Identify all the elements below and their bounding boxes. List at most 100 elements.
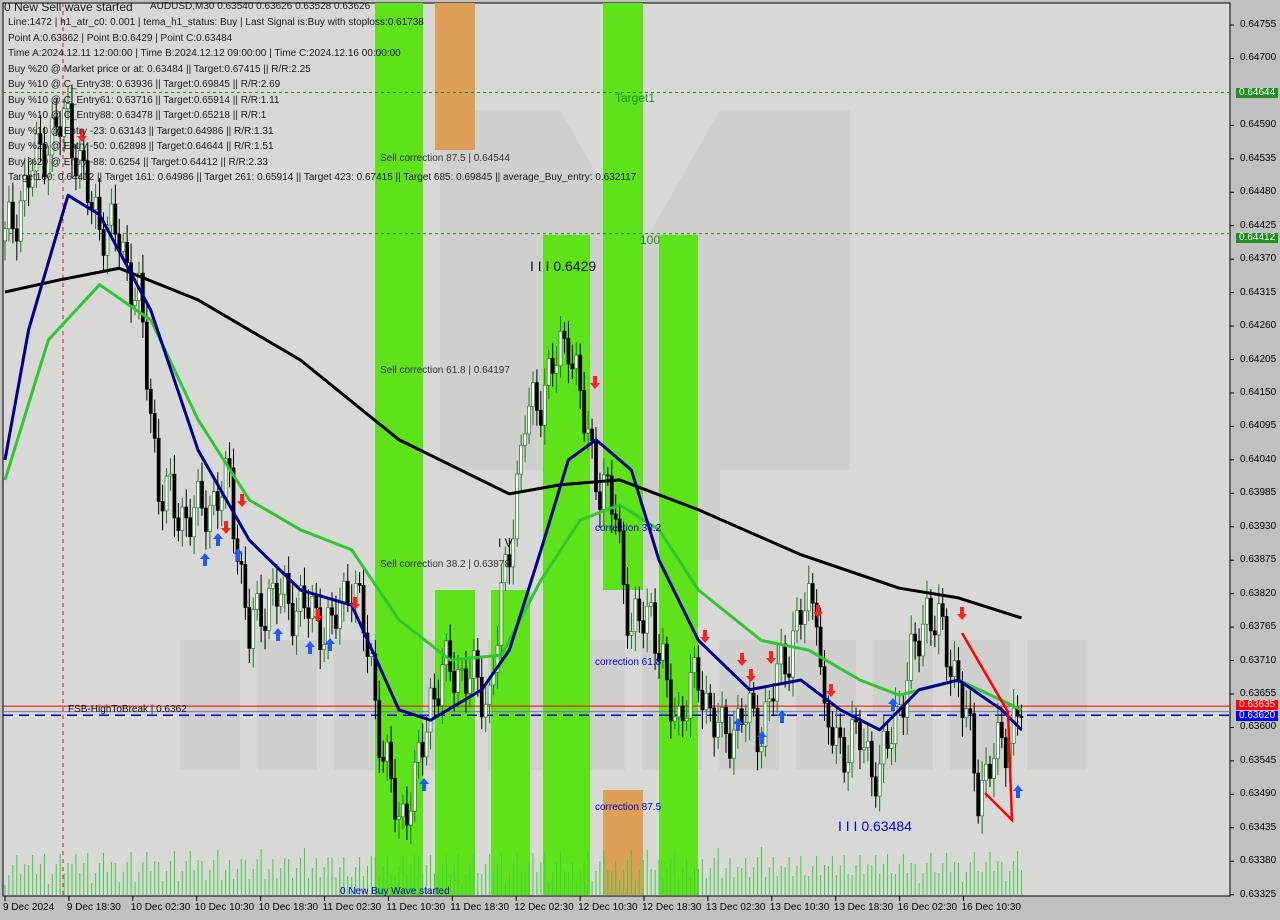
sell-arrow-icon xyxy=(826,684,836,697)
correction-87-label: correction 87.5 xyxy=(595,802,662,813)
candle-body xyxy=(318,607,323,650)
candle-body xyxy=(7,201,11,230)
y-tick-label: 0.63380 xyxy=(1240,855,1277,867)
candle-body xyxy=(472,650,476,679)
wave-line xyxy=(960,632,1014,824)
candle-body xyxy=(657,652,661,661)
candle-body xyxy=(964,708,969,719)
sell-correction-87: Sell correction 87.5 | 0.64544 xyxy=(380,153,510,164)
candle-body xyxy=(739,708,744,725)
candle-body xyxy=(50,117,55,156)
candle-body xyxy=(1011,707,1016,744)
candle-body xyxy=(275,582,279,607)
candle-body xyxy=(952,660,957,677)
candle-body xyxy=(538,410,543,426)
candle-body xyxy=(743,722,748,725)
candle-body xyxy=(873,776,878,797)
candle-body xyxy=(172,473,177,519)
candle-body xyxy=(345,580,350,604)
candle-body xyxy=(999,722,1004,738)
candle-body xyxy=(405,803,409,826)
candle-body xyxy=(424,731,429,758)
candle-body xyxy=(156,437,161,502)
candle-body xyxy=(613,513,618,520)
candle-body xyxy=(795,609,799,632)
candle-body xyxy=(799,609,803,625)
candle-body xyxy=(243,563,248,608)
candle-body xyxy=(672,716,677,722)
candle-body xyxy=(66,103,70,110)
price-tag: 0.64644 xyxy=(1236,87,1279,98)
candle-body xyxy=(925,597,929,625)
zone-band xyxy=(603,3,643,590)
candle-body xyxy=(184,506,189,519)
watermark-emblem xyxy=(440,110,850,560)
candle-body xyxy=(984,763,988,781)
y-tick-label: 0.63930 xyxy=(1240,520,1277,532)
candle-body xyxy=(818,626,823,668)
candle-body xyxy=(133,300,137,307)
candle-body xyxy=(14,228,19,242)
candle-body xyxy=(22,175,27,202)
candle-body xyxy=(771,698,776,702)
candle-body xyxy=(74,157,78,177)
info-line: Buy %10 @ C_Entry61: 0.63716 || Target:0… xyxy=(8,94,280,106)
candle-body xyxy=(322,644,326,650)
candle-body xyxy=(704,692,709,711)
candle-body xyxy=(940,603,945,617)
candle-body xyxy=(208,505,212,532)
candle-body xyxy=(724,706,728,735)
candle-body xyxy=(669,679,673,722)
info-line: Buy %10 @ C_Entry88: 0.63478 || Target:0… xyxy=(8,110,267,121)
candle-body xyxy=(956,660,961,683)
candle-body xyxy=(408,810,413,826)
candle-body xyxy=(889,743,894,749)
candle-body xyxy=(988,763,992,779)
candle-body xyxy=(649,602,654,607)
candle-body xyxy=(684,717,689,722)
candle-body xyxy=(377,699,382,758)
candle-body xyxy=(936,603,941,636)
candle-body xyxy=(826,702,831,728)
candle-body xyxy=(676,705,681,718)
candle-body xyxy=(26,175,31,188)
candle-body xyxy=(389,741,393,779)
y-tick-label: 0.63545 xyxy=(1240,754,1277,766)
candle-body xyxy=(468,677,472,694)
candle-body xyxy=(779,643,784,665)
candle-body xyxy=(542,384,547,426)
sell-arrow-icon xyxy=(313,609,323,622)
candle-body xyxy=(775,663,780,702)
y-tick-label: 0.64315 xyxy=(1240,286,1277,298)
price-tag: 0.63635 xyxy=(1236,699,1279,710)
y-tick-label: 0.63325 xyxy=(1240,888,1277,900)
candle-body xyxy=(192,507,196,538)
candle-body xyxy=(909,633,914,681)
candle-body xyxy=(267,587,271,631)
candle-body xyxy=(373,653,378,701)
candle-body xyxy=(680,705,685,722)
bottom-status: 0 New Buy Wave started xyxy=(340,886,450,897)
candle-body xyxy=(641,620,646,634)
candle-body xyxy=(838,727,843,738)
y-tick-label: 0.63600 xyxy=(1240,721,1277,733)
buy-arrow-icon xyxy=(200,553,210,566)
candle-body xyxy=(546,357,551,386)
candle-body xyxy=(176,517,181,531)
candle-body xyxy=(629,631,634,636)
zone-band xyxy=(435,3,475,150)
buy-arrow-icon xyxy=(305,641,315,654)
candle-body xyxy=(519,444,523,475)
candle-body xyxy=(653,602,657,654)
candle-body xyxy=(239,561,244,565)
candle-body xyxy=(302,585,307,609)
y-tick-label: 0.64755 xyxy=(1240,19,1277,30)
candle-body xyxy=(144,321,149,390)
target1-label: Target1 xyxy=(615,91,656,105)
candle-body xyxy=(566,338,571,365)
candle-body xyxy=(858,721,862,751)
candle-body xyxy=(42,143,47,178)
candle-body xyxy=(696,657,701,691)
candle-body xyxy=(294,610,299,637)
